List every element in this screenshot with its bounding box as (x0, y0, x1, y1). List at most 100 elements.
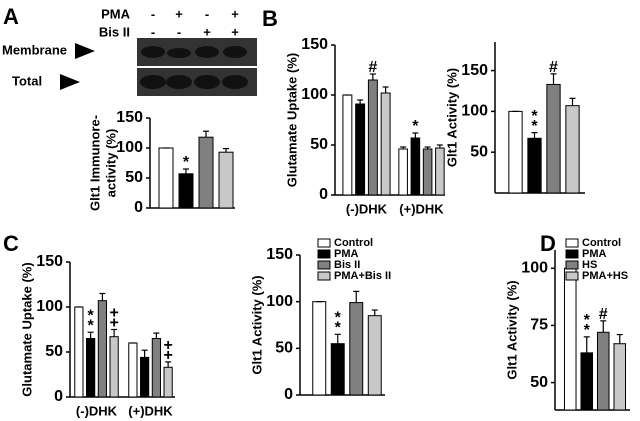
blot-bands (140, 75, 248, 89)
y-axis-label: Glutamate Uptake (%) (284, 53, 299, 187)
y-tick-label: 100 (266, 293, 293, 310)
bar (410, 137, 421, 196)
panel-label: A (3, 4, 19, 29)
bar (563, 267, 577, 411)
annotation: * (531, 118, 538, 135)
panel-label: B (262, 6, 278, 31)
y-tick-label: 150 (116, 109, 143, 126)
condition-sign: + (231, 24, 239, 39)
y-tick-label: 75 (530, 317, 548, 334)
y-tick-label: 0 (319, 186, 328, 203)
bar (140, 356, 150, 398)
legend-label: Bis II (334, 259, 360, 271)
annotation: + (163, 347, 172, 364)
annotation: * (88, 317, 95, 334)
legend-label: Control (334, 237, 373, 249)
bar (613, 343, 627, 411)
x-tick-label: (-)DHK (76, 403, 118, 418)
annotation: * (335, 310, 342, 327)
bar (398, 148, 408, 196)
y-tick-label: 100 (116, 139, 143, 156)
condition-sign: + (175, 6, 183, 21)
legend-swatch (317, 238, 331, 248)
blot-label: Membrane (2, 42, 67, 57)
x-tick-label: (+)DHK (399, 201, 444, 216)
legend-swatch (317, 260, 331, 270)
bar (178, 173, 194, 209)
y-tick-label: 100 (36, 298, 63, 315)
bar (367, 79, 378, 196)
bar (151, 338, 161, 398)
bar (218, 151, 234, 209)
condition-sign: - (177, 24, 181, 39)
annotation: + (109, 305, 118, 322)
annotation: * (183, 154, 190, 171)
legend-label: PMA+HS (582, 270, 628, 282)
y-tick-label: 50 (45, 343, 63, 360)
y-tick-label: 100 (521, 260, 548, 277)
condition-sign: + (203, 24, 211, 39)
legend-label: PMA (582, 248, 607, 260)
y-tick-label: 0 (134, 199, 143, 216)
legend-swatch (565, 238, 579, 248)
annotation: * (88, 307, 95, 324)
legend-swatch (565, 249, 579, 259)
y-tick-label: 50 (275, 340, 293, 357)
y-axis-label: activity (%) (103, 129, 118, 198)
condition-label: PMA (101, 6, 131, 21)
bar (158, 147, 174, 209)
y-axis-label: Glt1 Immunore- (87, 115, 102, 211)
x-tick-label: (+)DHK (128, 403, 173, 418)
blot-bands (141, 46, 247, 58)
x-tick-label: (-)DHK (346, 201, 388, 216)
bar (128, 342, 138, 398)
arrow (75, 43, 95, 59)
legend-label: Control (582, 237, 621, 249)
annotation: * (584, 322, 591, 339)
bar (163, 366, 173, 398)
bar (527, 137, 542, 194)
annotation: * (335, 320, 342, 337)
annotation: * (412, 118, 419, 135)
bar (422, 148, 433, 196)
bar (580, 352, 594, 411)
annotation: * (584, 312, 591, 329)
y-axis-label: Glt1 Activity (%) (504, 280, 519, 379)
y-tick-label: 150 (36, 253, 63, 270)
y-tick-label: 100 (461, 103, 488, 120)
legend-label: HS (582, 259, 597, 271)
bar (109, 336, 119, 398)
legend-swatch (317, 249, 331, 259)
bar (435, 147, 445, 196)
y-tick-label: 50 (470, 143, 488, 160)
legend-swatch (565, 260, 579, 270)
bar (596, 331, 610, 411)
y-tick-label: 50 (530, 374, 548, 391)
y-tick-label: 0 (284, 386, 293, 403)
arrow (60, 74, 80, 90)
condition-sign: + (231, 6, 239, 21)
condition-sign: - (151, 24, 155, 39)
annotation: + (163, 337, 172, 354)
panel-label: C (3, 231, 19, 256)
bar (367, 315, 382, 396)
panel-label: D (540, 231, 556, 256)
y-axis-label: Glt1 Activity (%) (249, 275, 264, 374)
bar (330, 343, 345, 396)
blot-label: Total (12, 73, 42, 88)
annotation: # (599, 306, 608, 323)
legend-swatch (317, 271, 331, 281)
bar (198, 136, 214, 209)
y-tick-label: 150 (266, 246, 293, 263)
legend-label: PMA (334, 248, 359, 260)
y-tick-label: 50 (310, 136, 328, 153)
bar (565, 105, 580, 194)
bar (546, 83, 561, 194)
bar (97, 300, 107, 398)
legend-swatch (565, 271, 579, 281)
condition-label: Bis II (99, 24, 130, 39)
bar (508, 110, 523, 194)
bar (312, 301, 327, 396)
